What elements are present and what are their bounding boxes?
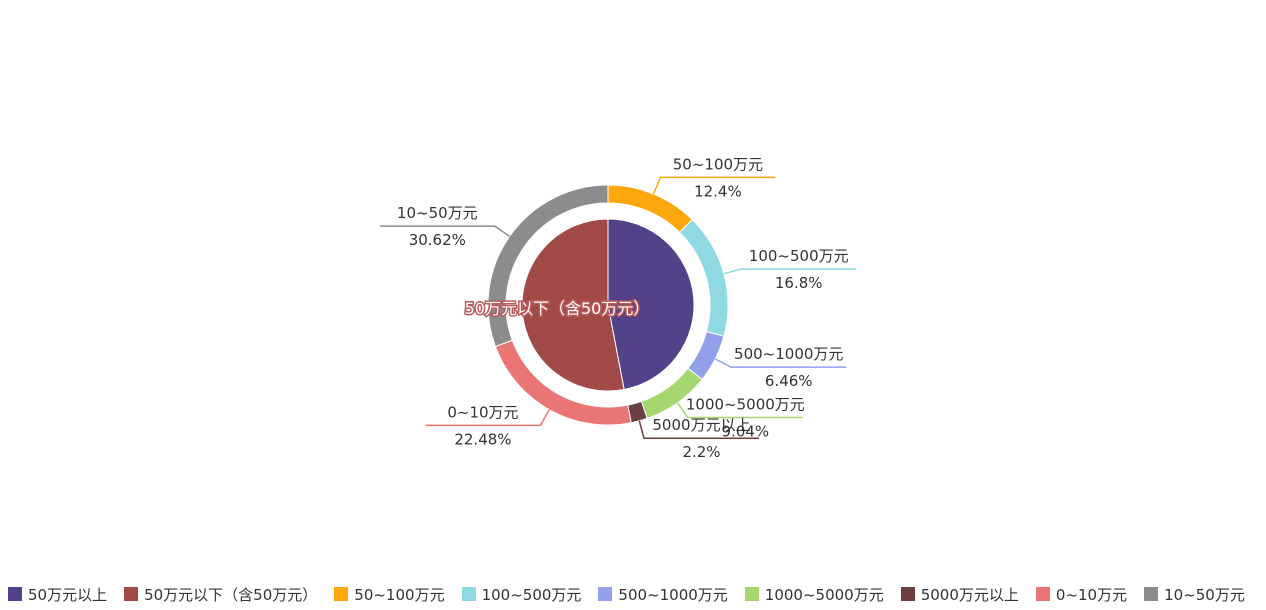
- legend-swatch-1: [124, 587, 139, 601]
- slice-name-label-1: 100~500万元: [749, 247, 849, 265]
- leader-line-6: [379, 225, 510, 237]
- slice-name-label-5: 0~10万元: [447, 403, 518, 421]
- outer-ring: [487, 184, 729, 426]
- legend-label-7: 0~10万元: [1055, 585, 1128, 604]
- legend-swatch-7: [1035, 587, 1050, 601]
- leader-line-5: [425, 409, 550, 427]
- outer-slice-6[interactable]: [487, 184, 609, 348]
- leader-line-0: [652, 176, 776, 195]
- legend-swatch-8: [1144, 587, 1159, 601]
- slice-name-label-4: 5000万元以上: [652, 416, 750, 434]
- legend-swatch-5: [744, 587, 759, 601]
- slice-value-label-1: 16.8%: [775, 274, 823, 292]
- legend-label-2: 50~100万元: [354, 585, 445, 604]
- legend-item-4[interactable]: 500~1000万元: [598, 584, 728, 605]
- legend-item-6[interactable]: 5000万元以上: [900, 584, 1019, 605]
- leader-line-1: [723, 268, 857, 275]
- legend-label-8: 10~50万元: [1164, 585, 1245, 604]
- slice-name-label-0: 50~100万元: [673, 155, 763, 173]
- leader-line-4: [638, 420, 759, 439]
- legend-swatch-3: [461, 587, 476, 601]
- legend-item-1[interactable]: 50万元以下（含50万元）: [124, 584, 317, 605]
- legend-label-5: 1000~5000万元: [764, 585, 884, 604]
- legend-label-0: 50万元以上: [28, 585, 108, 604]
- inner-slice-0[interactable]: [607, 218, 695, 391]
- legend-label-1: 50万元以下（含50万元）: [144, 585, 318, 604]
- legend-label-3: 100~500万元: [481, 585, 582, 604]
- legend-item-0[interactable]: 50万元以上: [8, 584, 107, 605]
- legend-item-2[interactable]: 50~100万元: [334, 584, 445, 605]
- slice-value-label-6: 30.62%: [409, 231, 466, 249]
- legend-item-7[interactable]: 0~10万元: [1035, 584, 1128, 605]
- chart-legend: 50万元以上 50万元以下（含50万元） 50~100万元 100~500万元 500~…: [8, 582, 1245, 606]
- slice-labels: 50~100万元 12.4% 100~500万元 16.8% 500~1000万元 6.4…: [397, 155, 849, 461]
- legend-label-6: 5000万元以上: [920, 585, 1019, 604]
- slice-value-label-2: 6.46%: [765, 372, 813, 390]
- slice-value-label-0: 12.4%: [694, 182, 742, 200]
- inner-pie: [521, 218, 695, 392]
- slice-value-label-4: 2.2%: [682, 443, 720, 461]
- legend-item-8[interactable]: 10~50万元: [1144, 584, 1245, 605]
- slice-value-label-5: 22.48%: [454, 430, 511, 448]
- leader-line-2: [714, 358, 847, 368]
- slice-name-label-6: 10~50万元: [397, 204, 478, 222]
- inner-pie-label: 50万元以下（含50万元）: [465, 299, 650, 318]
- leader-lines: [379, 176, 857, 439]
- legend-item-3[interactable]: 100~500万元: [461, 584, 582, 605]
- inner-slice-1[interactable]: [521, 218, 625, 392]
- legend-swatch-6: [900, 587, 915, 601]
- slice-name-label-3: 1000~5000万元: [686, 396, 805, 414]
- legend-label-4: 500~1000万元: [618, 585, 728, 604]
- slice-name-label-2: 500~1000万元: [734, 345, 843, 363]
- legend-swatch-2: [334, 587, 349, 601]
- legend-swatch-4: [598, 587, 613, 601]
- slice-value-label-3: 9.04%: [722, 423, 770, 441]
- legend-swatch-0: [8, 587, 22, 601]
- leader-line-3: [676, 402, 803, 419]
- legend-item-5[interactable]: 1000~5000万元: [744, 584, 884, 605]
